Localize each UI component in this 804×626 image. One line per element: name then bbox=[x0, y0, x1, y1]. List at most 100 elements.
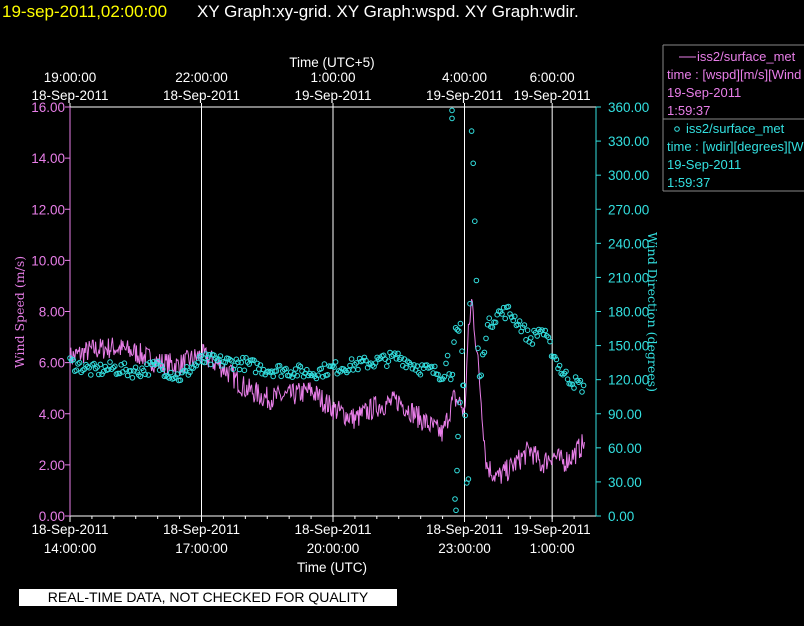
wdir-marker bbox=[320, 374, 326, 380]
quality-notice: REAL-TIME DATA, NOT CHECKED FOR QUALITY bbox=[19, 589, 397, 606]
wdir-marker bbox=[201, 359, 208, 366]
wdir-marker bbox=[91, 360, 97, 367]
wdir-marker bbox=[254, 360, 261, 367]
left-tick-label: 16.00 bbox=[31, 100, 65, 115]
legend-wdir-date: 19-Sep-2011 bbox=[667, 157, 741, 172]
wdir-marker bbox=[489, 324, 496, 331]
wdir-marker bbox=[448, 376, 454, 383]
wdir-marker bbox=[529, 341, 536, 347]
wdir-marker bbox=[446, 371, 453, 377]
wdir-marker bbox=[451, 339, 457, 345]
wdir-marker bbox=[273, 368, 280, 374]
wdir-marker bbox=[142, 371, 148, 378]
wdir-marker bbox=[553, 356, 560, 363]
wdir-marker bbox=[455, 433, 461, 440]
wdir-marker bbox=[86, 365, 92, 371]
wdir-marker bbox=[168, 369, 174, 376]
left-tick-label: 10.00 bbox=[31, 253, 65, 268]
top-tick-time: 1:00:00 bbox=[310, 70, 355, 85]
wdir-marker bbox=[539, 327, 545, 333]
wdir-marker bbox=[331, 364, 337, 370]
wdir-marker bbox=[348, 356, 355, 362]
wdir-marker bbox=[465, 476, 472, 482]
wdir-marker bbox=[360, 357, 366, 364]
wdir-marker bbox=[107, 359, 113, 365]
wdir-marker bbox=[468, 128, 475, 134]
bottom-tick-time: 23:00:00 bbox=[438, 541, 491, 556]
wdir-marker bbox=[112, 363, 118, 370]
legend-wdir-time: 1:59:37 bbox=[667, 175, 710, 190]
wdir-marker bbox=[430, 370, 437, 376]
right-tick-label: 60.00 bbox=[608, 441, 642, 456]
bottom-tick-date: 18-Sep-2011 bbox=[31, 522, 108, 537]
left-tick-label: 2.00 bbox=[39, 458, 65, 473]
wdir-marker bbox=[145, 372, 152, 378]
legend-wspd-variable: time : [wspd][m/s][Wind bbox=[667, 67, 801, 82]
wdir-marker bbox=[355, 366, 361, 373]
wdir-marker bbox=[308, 372, 315, 379]
wdir-marker bbox=[321, 361, 328, 367]
wdir-marker bbox=[236, 366, 243, 373]
wdir-marker bbox=[332, 359, 339, 365]
wdir-marker bbox=[398, 354, 405, 361]
wdir-marker bbox=[276, 362, 283, 369]
wdir-marker bbox=[499, 311, 505, 317]
top-axis-title: Time (UTC+5) bbox=[289, 55, 374, 70]
grid-lines bbox=[201, 107, 553, 516]
series-wspd bbox=[69, 299, 585, 484]
wdir-marker bbox=[580, 382, 587, 389]
wdir-marker bbox=[571, 385, 577, 391]
wdir-marker bbox=[481, 349, 488, 356]
wdir-marker bbox=[251, 357, 257, 364]
wdir-marker bbox=[228, 358, 235, 364]
right-tick-label: 330.00 bbox=[608, 134, 649, 149]
right-axis-ticks: 0.00 30.00 60.00 90.00 120.00 150.00 180.00 210… bbox=[596, 100, 649, 524]
bottom-tick-date: 18-Sep-2011 bbox=[426, 522, 503, 537]
wdir-marker bbox=[238, 359, 244, 366]
wdir-marker bbox=[97, 361, 104, 368]
wdir-marker bbox=[459, 348, 465, 355]
wdir-marker bbox=[241, 367, 248, 374]
left-tick-label: 8.00 bbox=[39, 305, 65, 320]
wdir-marker bbox=[441, 373, 448, 380]
right-tick-label: 180.00 bbox=[608, 305, 649, 320]
wdir-marker bbox=[403, 364, 409, 371]
wdir-marker bbox=[470, 160, 477, 167]
left-tick-label: 4.00 bbox=[39, 407, 65, 422]
top-tick-time: 22:00:00 bbox=[175, 70, 228, 85]
wdir-marker bbox=[462, 412, 469, 419]
wdir-marker bbox=[110, 364, 116, 371]
wdir-marker bbox=[318, 365, 325, 372]
wdir-marker bbox=[174, 371, 180, 377]
wdir-marker bbox=[454, 467, 460, 474]
wdir-marker bbox=[124, 372, 131, 379]
wdir-marker bbox=[475, 345, 481, 352]
wdir-marker bbox=[137, 373, 144, 380]
bottom-tick-date: 19-Sep-2011 bbox=[514, 522, 591, 537]
wdir-marker bbox=[492, 319, 499, 326]
wdir-marker bbox=[486, 315, 493, 322]
wdir-marker bbox=[453, 507, 459, 514]
right-tick-label: 240.00 bbox=[608, 236, 649, 251]
wdir-marker bbox=[372, 360, 379, 366]
legend-wspd-time: 1:59:37 bbox=[667, 103, 710, 118]
top-tick-date: 19-Sep-2011 bbox=[294, 88, 371, 103]
right-tick-label: 210.00 bbox=[608, 270, 649, 285]
left-tick-label: 0.00 bbox=[39, 509, 65, 524]
wdir-marker bbox=[528, 335, 534, 341]
legend-wdir-swatch bbox=[674, 126, 680, 132]
bottom-tick-time: 14:00:00 bbox=[44, 541, 97, 556]
wdir-marker bbox=[100, 368, 107, 375]
left-axis-title: Wind Speed (m/s) bbox=[12, 256, 27, 368]
wdir-marker bbox=[347, 362, 353, 369]
wdir-marker bbox=[363, 357, 369, 364]
wdir-marker bbox=[116, 370, 123, 377]
wdir-marker bbox=[232, 362, 238, 369]
wdir-marker bbox=[467, 300, 473, 307]
right-tick-label: 300.00 bbox=[608, 168, 649, 183]
wdir-marker bbox=[128, 368, 134, 374]
wdir-marker bbox=[555, 365, 561, 372]
wdir-marker bbox=[502, 315, 509, 322]
bottom-tick-time: 17:00:00 bbox=[175, 541, 228, 556]
